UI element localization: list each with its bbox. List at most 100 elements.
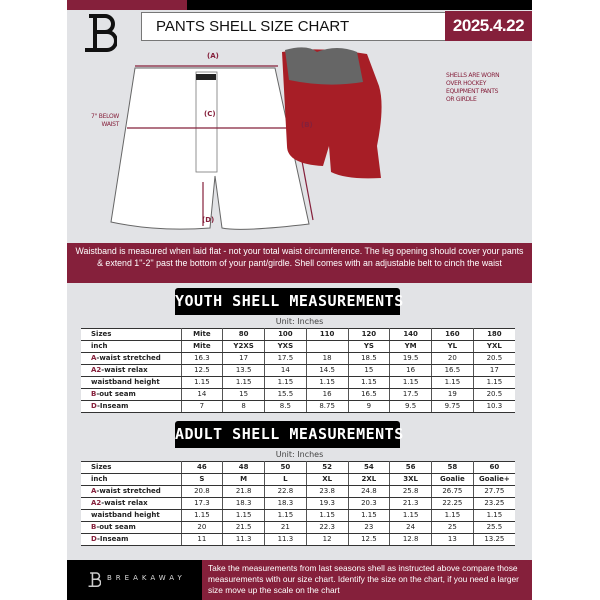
table-cell: 2XL bbox=[348, 473, 391, 486]
measure-code: B bbox=[91, 523, 97, 531]
table-cell: 12.8 bbox=[389, 533, 432, 546]
table-cell: 1.15 bbox=[348, 376, 391, 389]
footer-brand-area bbox=[67, 560, 202, 600]
adult-section-title: ADULT SHELL MEASUREMENTS bbox=[175, 421, 403, 448]
row-label: A2-waist relax bbox=[81, 497, 182, 510]
row-label: inch bbox=[81, 473, 182, 486]
table-cell: 16.5 bbox=[431, 364, 474, 377]
table-cell: 13.5 bbox=[222, 364, 265, 377]
table-cell: 1.15 bbox=[389, 509, 432, 522]
measure-name: waistband height bbox=[91, 378, 160, 386]
table-cell: 80 bbox=[222, 328, 265, 341]
table-cell: 1.15 bbox=[306, 509, 349, 522]
table-row: A2-waist relax 12.5 13.5 14 14.5 15 16 16.5 17 bbox=[81, 364, 515, 377]
adult-unit: Unit: Inches bbox=[275, 450, 324, 459]
table-cell: 8.75 bbox=[306, 400, 349, 413]
side-note: SHELLS ARE WORN OVER HOCKEY EQUIPMENT PA… bbox=[446, 72, 500, 103]
table-cell: 1.15 bbox=[431, 509, 474, 522]
measure-name: inch bbox=[91, 475, 108, 483]
measure-name: -waist stretched bbox=[96, 354, 161, 362]
size-chart-page: PANTS SHELL SIZE CHART 2025.4.22 (A) (C)… bbox=[67, 0, 532, 600]
table-cell: 17.5 bbox=[264, 352, 307, 365]
measure-name: -out seam bbox=[96, 523, 136, 531]
table-row: A-waist stretched 20.8 21.8 22.8 23.8 24.8 25.… bbox=[81, 485, 515, 498]
measure-name: Sizes bbox=[91, 330, 112, 338]
measure-code: A2 bbox=[91, 366, 102, 374]
youth-size-table: Sizes Mite 80 100 110 120 140 160 180 inch Mite Y2X… bbox=[81, 328, 515, 413]
table-cell: 50 bbox=[264, 461, 307, 474]
measure-name: -out seam bbox=[96, 390, 136, 398]
table-row: Sizes Mite 80 100 110 120 140 160 180 bbox=[81, 328, 515, 341]
table-row: D-Inseam 11 11.3 11.3 12 12.5 12.8 13 13.25 bbox=[81, 533, 515, 546]
measure-code: A bbox=[91, 354, 97, 362]
youth-section-title: YOUTH SHELL MEASUREMENTS bbox=[175, 288, 403, 315]
table-cell: 1.15 bbox=[181, 376, 224, 389]
table-cell: 48 bbox=[222, 461, 265, 474]
table-cell: M bbox=[222, 473, 265, 486]
table-cell: 12.5 bbox=[181, 364, 224, 377]
table-cell: 3XL bbox=[389, 473, 432, 486]
table-cell: 1.15 bbox=[181, 509, 224, 522]
table-row: A-waist stretched 16.3 17 17.5 18 18.5 19.5 20 2… bbox=[81, 352, 515, 365]
table-cell: 19.5 bbox=[389, 352, 432, 365]
table-cell: 8 bbox=[222, 400, 265, 413]
table-cell: 19 bbox=[431, 388, 474, 401]
table-row: waistband height 1.15 1.15 1.15 1.15 1.15 1.15… bbox=[81, 509, 515, 522]
table-cell: 14 bbox=[264, 364, 307, 377]
table-row: A2-waist relax 17.3 18.3 18.3 19.3 20.3 21.3 22… bbox=[81, 497, 515, 510]
table-cell: 7 bbox=[181, 400, 224, 413]
measure-code: D bbox=[91, 535, 97, 543]
row-label: A-waist stretched bbox=[81, 352, 182, 365]
c-note: 7'' BELOW WAIST bbox=[90, 113, 119, 128]
table-cell: 27.75 bbox=[473, 485, 515, 498]
row-label: waistband height bbox=[81, 376, 182, 389]
table-cell: YL bbox=[431, 340, 474, 353]
breakaway-logo-icon bbox=[85, 14, 117, 52]
table-cell: 22.25 bbox=[431, 497, 474, 510]
table-cell: 46 bbox=[181, 461, 224, 474]
table-cell: 12.5 bbox=[348, 533, 391, 546]
table-cell: 11.3 bbox=[264, 533, 307, 546]
table-cell: 10.3 bbox=[473, 400, 515, 413]
table-row: B-out seam 14 15 15.5 16 16.5 17.5 19 20.5 bbox=[81, 388, 515, 401]
table-cell: S bbox=[181, 473, 224, 486]
row-label: D-Inseam bbox=[81, 533, 182, 546]
measure-name: -waist relax bbox=[101, 366, 148, 374]
table-cell: 18 bbox=[306, 352, 349, 365]
measure-name: -waist relax bbox=[101, 499, 148, 507]
row-label: B-out seam bbox=[81, 388, 182, 401]
measurement-banner: Waistband is measured when laid flat - n… bbox=[67, 243, 532, 283]
table-cell: 12 bbox=[306, 533, 349, 546]
label-c: (C) bbox=[204, 110, 216, 118]
table-cell: 15 bbox=[222, 388, 265, 401]
table-cell: 23 bbox=[348, 521, 391, 534]
table-cell: YXL bbox=[473, 340, 515, 353]
table-cell: 9.5 bbox=[389, 400, 432, 413]
table-cell: 24.8 bbox=[348, 485, 391, 498]
row-label: Sizes bbox=[81, 328, 182, 341]
measure-name: inch bbox=[91, 342, 108, 350]
top-accent-bar bbox=[67, 0, 187, 10]
table-cell: 17 bbox=[473, 364, 515, 377]
table-cell: 9 bbox=[348, 400, 391, 413]
date-badge: 2025.4.22 bbox=[445, 11, 532, 41]
table-cell: 1.15 bbox=[431, 376, 474, 389]
table-cell: 14 bbox=[181, 388, 224, 401]
belt-buckle-icon bbox=[196, 74, 216, 80]
top-black-bar bbox=[187, 0, 532, 10]
table-cell: YXS bbox=[264, 340, 307, 353]
table-cell: 160 bbox=[431, 328, 474, 341]
table-cell: 16 bbox=[306, 388, 349, 401]
table-cell: 22.3 bbox=[306, 521, 349, 534]
table-cell: 21.3 bbox=[389, 497, 432, 510]
footer-logo-icon bbox=[88, 572, 101, 587]
table-cell: 20.8 bbox=[181, 485, 224, 498]
table-cell: YM bbox=[389, 340, 432, 353]
table-cell: 25 bbox=[431, 521, 474, 534]
table-cell: 1.15 bbox=[389, 376, 432, 389]
label-d: (D) bbox=[202, 216, 215, 224]
page-title: PANTS SHELL SIZE CHART bbox=[141, 12, 446, 41]
table-cell: 11.3 bbox=[222, 533, 265, 546]
table-cell: 13 bbox=[431, 533, 474, 546]
measure-code: A2 bbox=[91, 499, 102, 507]
